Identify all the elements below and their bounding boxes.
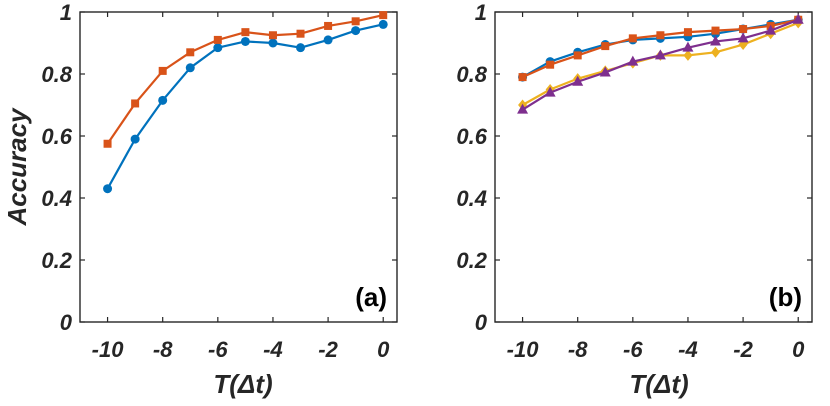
series-orange-point [546, 60, 555, 69]
series-blue-point [213, 43, 223, 53]
series-orange-point [158, 66, 167, 75]
panel-label-b: (b) [769, 282, 802, 312]
series-blue-point [103, 184, 113, 194]
series-purple-point [792, 13, 804, 24]
y-tick-label: 0 [60, 310, 73, 335]
panel-label-a: (a) [355, 282, 387, 312]
series-purple-point [627, 55, 639, 66]
series-blue-point [268, 38, 278, 48]
series-orange-point [628, 34, 637, 43]
series-orange-point [296, 29, 305, 38]
y-tick-label: 0.8 [456, 62, 487, 87]
series-orange-point [683, 28, 692, 37]
x-tick-label: 0 [377, 337, 390, 362]
x-tick-label: -4 [263, 337, 283, 362]
x-tick-label: -8 [568, 337, 588, 362]
series-orange-point [601, 42, 610, 51]
x-tick-label: -4 [678, 337, 698, 362]
series-blue-line [106, 23, 384, 190]
y-tick-label: 1 [60, 0, 72, 25]
series-blue-point [351, 26, 361, 36]
series-blue-point [323, 35, 333, 45]
panel-b: 0 0.2 0.4 0.6 0.8 1 -10 -8 -6 -4 -2 0 (b) [456, 0, 813, 362]
series-purple-point [737, 32, 749, 43]
series-blue-point [130, 134, 140, 144]
series-orange-point [379, 11, 388, 20]
x-tick-label: -6 [208, 337, 228, 362]
x-tick-label: -8 [153, 337, 173, 362]
x-tick-label: -10 [92, 337, 125, 362]
plot-frame-b [494, 11, 813, 323]
series-orange-point [656, 31, 665, 40]
x-axis-title-b: T(Δt) [629, 369, 688, 399]
series-orange-line [522, 18, 799, 79]
series-orange-point [241, 28, 250, 37]
series-orange-point [518, 73, 527, 82]
series-purple-point [654, 49, 666, 60]
series-yellow-point [711, 46, 721, 58]
series-orange-point [573, 51, 582, 60]
series-orange-point [186, 48, 195, 57]
y-tick-label: 0 [475, 310, 488, 335]
x-tick-label: -2 [318, 337, 338, 362]
y-tick-label: 0.6 [41, 124, 72, 149]
series-orange-point [268, 31, 277, 40]
x-tick-label: -10 [507, 337, 540, 362]
series-orange-point [739, 25, 748, 34]
x-tick-label: -2 [733, 337, 753, 362]
series-blue-point [158, 95, 168, 105]
series-orange-point [103, 139, 112, 148]
y-tick-label: 0.2 [41, 248, 72, 273]
series-orange-point [351, 17, 360, 26]
series-purple-point [710, 35, 722, 46]
series-purple-point [599, 66, 611, 77]
series-blue-point [378, 19, 388, 29]
series-blue-point [240, 36, 250, 46]
series-orange-point [213, 35, 222, 44]
series-purple-point [572, 75, 584, 86]
y-tick-label: 0.6 [456, 124, 487, 149]
x-tick-label: -6 [623, 337, 643, 362]
series-yellow-point [683, 49, 693, 61]
y-tick-label: 0.8 [41, 62, 72, 87]
series-purple-point [682, 41, 694, 52]
panel-a: 0 0.2 0.4 0.6 0.8 1 -10 -8 -6 -4 -2 0 (a) [41, 0, 398, 362]
series-purple-point [517, 103, 529, 114]
y-tick-label: 0.2 [456, 248, 487, 273]
plot-frame-a [79, 11, 398, 323]
y-tick-label: 0.4 [456, 186, 487, 211]
x-axis-title-a: T(Δt) [213, 369, 272, 399]
series-blue-point [185, 63, 195, 73]
y-tick-label: 0.4 [41, 186, 72, 211]
series-purple-point [544, 86, 556, 97]
series-orange-point [324, 21, 333, 30]
series-orange-point [711, 26, 720, 35]
series-blue-point [296, 43, 306, 53]
series-purple-point [765, 24, 777, 35]
series-orange-point [131, 99, 140, 108]
y-axis-title: Accuracy [2, 107, 32, 227]
y-tick-label: 1 [475, 0, 487, 25]
x-tick-label: 0 [792, 337, 805, 362]
